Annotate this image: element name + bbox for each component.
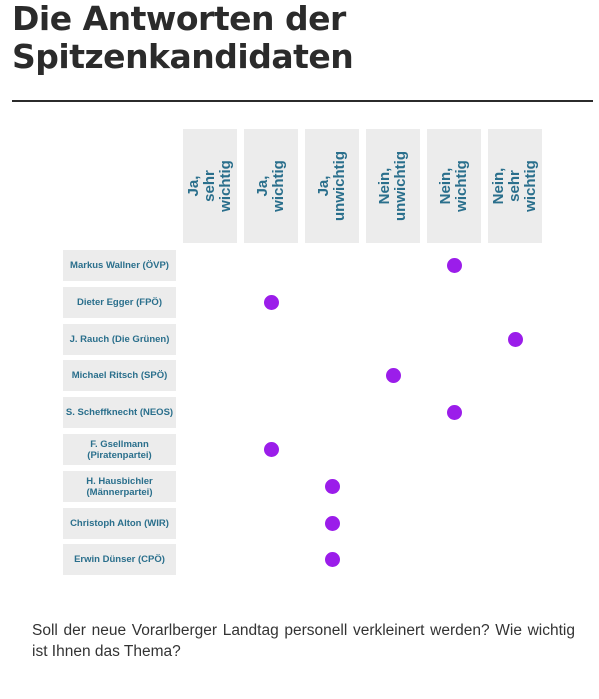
question-text: Soll der neue Vorarlberger Landtag perso… xyxy=(32,622,575,660)
row-header-candidate: F. Gsellmann (Piratenpartei) xyxy=(63,434,176,465)
answer-dot xyxy=(508,332,523,347)
column-header: Ja, wichtig xyxy=(244,129,298,243)
answer-dot xyxy=(325,479,340,494)
answer-dot xyxy=(264,295,279,310)
answer-dot xyxy=(386,368,401,383)
answer-dot xyxy=(325,516,340,531)
page-title-line-1: Die Antworten der xyxy=(12,0,346,38)
column-header-label: Nein, wichtig xyxy=(437,160,470,212)
column-header-label: Ja, sehr wichtig xyxy=(185,160,234,212)
row-header-candidate: Markus Wallner (ÖVP) xyxy=(63,250,176,281)
row-header-candidate: Erwin Dünser (CPÖ) xyxy=(63,544,176,575)
column-header: Ja, unwichtig xyxy=(305,129,359,243)
page-title: Die Antworten der Spitzenkandidaten xyxy=(12,0,354,76)
answer-dot xyxy=(447,258,462,273)
column-header-label: Nein, sehr wichtig xyxy=(490,160,539,212)
row-header-candidate: J. Rauch (Die Grünen) xyxy=(63,324,176,355)
title-divider xyxy=(12,100,593,102)
answer-dot xyxy=(447,405,462,420)
row-header-candidate: H. Hausbichler (Männerpartei) xyxy=(63,471,176,502)
column-header-label: Ja, unwichtig xyxy=(315,150,349,221)
row-header-candidate: Christoph Alton (WIR) xyxy=(63,508,176,539)
column-header: Nein, unwichtig xyxy=(366,129,420,243)
row-header-candidate: S. Scheffknecht (NEOS) xyxy=(63,397,176,428)
answer-dot xyxy=(325,552,340,567)
column-header-label: Nein, unwichtig xyxy=(376,151,409,221)
column-header: Nein, wichtig xyxy=(427,129,481,243)
row-header-candidate: Michael Ritsch (SPÖ) xyxy=(63,360,176,391)
column-header: Nein, sehr wichtig xyxy=(488,129,542,243)
answer-dot xyxy=(264,442,279,457)
column-header-label: Ja, wichtig xyxy=(254,160,287,212)
page-title-line-2: Spitzenkandidaten xyxy=(12,37,354,76)
column-header: Ja, sehr wichtig xyxy=(183,129,237,243)
row-header-candidate: Dieter Egger (FPÖ) xyxy=(63,287,176,318)
